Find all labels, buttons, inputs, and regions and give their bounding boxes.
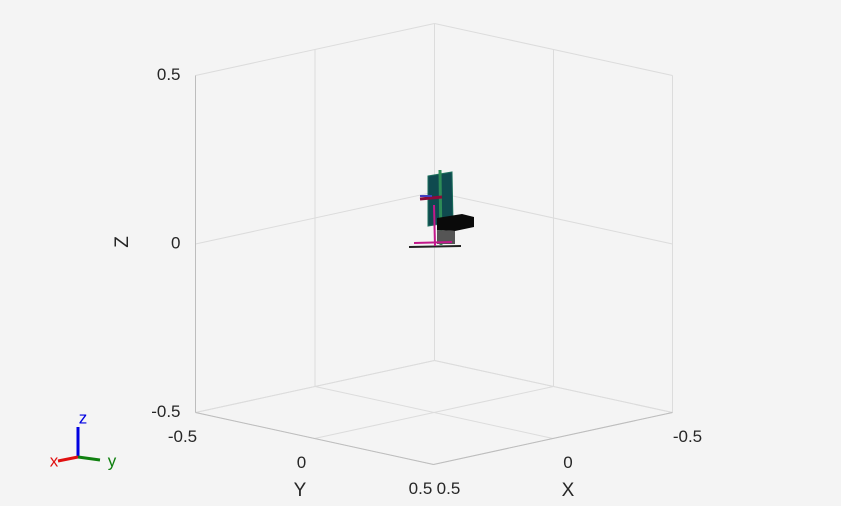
x-tick-label: 0.5 (437, 479, 461, 498)
robot-link (419, 195, 443, 201)
x-axis-label: X (562, 480, 575, 501)
z-axis-label: Z (112, 236, 133, 248)
z-tick-label: -0.5 (151, 402, 180, 421)
axes-triad: x y z (50, 408, 117, 470)
robot-link (413, 241, 453, 244)
grid-line (195, 360, 435, 413)
triad-y-axis (77, 455, 101, 462)
grid-line (195, 191, 435, 245)
axis-line (433, 412, 673, 465)
y-tick-label: -0.5 (168, 427, 197, 446)
triad-y-label: y (108, 451, 117, 470)
y-tick-label: 0 (297, 453, 306, 472)
triad-x-label: x (50, 451, 59, 470)
x-tick-label: -0.5 (673, 427, 702, 446)
grid-line (195, 23, 435, 76)
grid-layer (195, 23, 673, 465)
x-tick-label: 0 (563, 453, 572, 472)
triad-z-label: z (79, 408, 88, 427)
robot-block (437, 230, 455, 244)
grid-line (434, 191, 673, 245)
robot-base (408, 245, 462, 248)
robot-model (408, 169, 474, 248)
y-tick-label: 0.5 (409, 479, 433, 498)
grid-line (434, 360, 673, 413)
triad-x-axis (57, 455, 79, 463)
robot-gripper (437, 214, 474, 231)
z-tick-label: 0.5 (157, 65, 181, 84)
grid-line (434, 23, 673, 76)
axis-line (195, 412, 434, 465)
z-tick-label: 0 (171, 233, 180, 252)
grid-line (314, 386, 554, 439)
robot-link (433, 204, 436, 247)
y-axis-label: Y (294, 480, 307, 501)
